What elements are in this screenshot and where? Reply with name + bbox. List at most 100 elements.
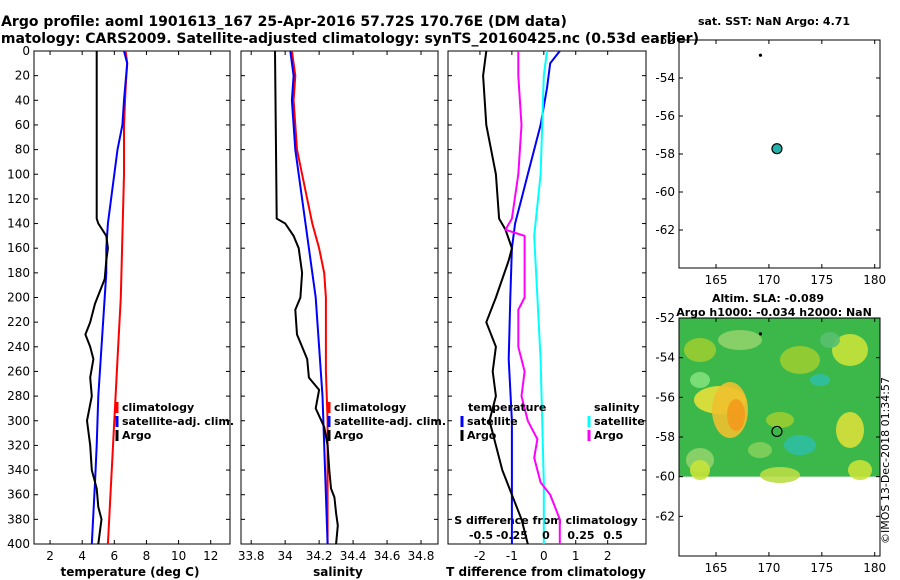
sla-field-patch [810,374,830,386]
map-y-tick-label: -54 [655,71,675,85]
y-tick-label: 0 [22,44,30,58]
map-x-tick-label: 175 [810,273,833,287]
map-float-dot [758,332,763,336]
legend-label: Argo [594,429,624,442]
sla-map-subtitle: Argo h1000: -0.034 h2000: NaN [676,306,872,319]
y-tick-label: 260 [7,364,30,378]
legend-temperature-title: temperature [468,401,546,414]
map-float-dot [758,53,763,57]
y-tick-label: 140 [7,217,30,231]
salinity-axes-frame [240,50,439,545]
argo-position-marker [771,143,783,155]
series-line-argo [274,50,339,545]
legend-label: Argo [334,429,364,442]
map-x-tick-label: 180 [863,273,886,287]
sla-field-patch [836,412,864,448]
s-difference-axis-label: S difference from climatology [454,514,638,527]
series-line-temperature-satellite [507,50,561,544]
y-tick-label: 60 [15,118,30,132]
salinity-panel: salinity 33.8 34 34.2 34.4 34.6 34.8 climatolo… [238,50,446,579]
s-diff-tick-label: 0.5 [603,529,623,542]
map-y-tick-label: -54 [655,351,675,365]
sla-field-patch [820,332,840,348]
x-tick-label: 8 [143,549,151,563]
x-tick-label: 34.8 [408,549,435,563]
x-tick-label: 2 [604,549,612,563]
temperature-panel: temperature (deg C) 2 4 6 8 10 12020406080100… [7,44,234,579]
y-tick-label: 180 [7,266,30,280]
map-y-tick-label: -52 [655,311,675,325]
x-tick-label: -2 [474,549,486,563]
temperature-axes-frame [33,50,231,545]
sla-field-patch [760,467,800,483]
sla-map-title: Altim. SLA: -0.089 [712,292,824,305]
map-y-tick-label: -52 [655,33,675,47]
s-diff-tick-label: -0.25 [496,529,528,542]
sla-field-patch [748,442,772,458]
s-diff-tick-label: 0 [542,529,550,542]
x-tick-label: 34.4 [340,549,367,563]
y-tick-label: 20 [15,69,30,83]
x-tick-label: 33.8 [238,549,265,563]
sla-field-patch [690,372,710,388]
y-tick-label: 120 [7,192,30,206]
map-x-tick-label: 180 [863,561,886,575]
map-y-tick-label: -56 [655,109,675,123]
map-y-tick-label: -58 [655,430,675,444]
x-tick-label: 34.6 [374,549,401,563]
series-line-salinity-satellite [533,50,548,544]
x-tick-label: 0 [540,549,548,563]
map-y-tick-label: -62 [655,223,675,237]
legend-label: satellite-adj. clim. [122,415,234,428]
legend-label: satellite [594,415,645,428]
map-x-tick-label: 175 [810,561,833,575]
difference-xlabel: T difference from climatology [446,565,646,579]
sla-field-patch [780,346,820,374]
map-x-tick-label: 170 [757,561,780,575]
difference-panel: T difference from climatology S differen… [446,50,647,579]
figure-title-line2: Climatology: CARS2009. Satellite-adjuste… [0,31,699,47]
legend-label: Argo [467,429,497,442]
series-line-salinity-argo [504,51,561,544]
sla-field-patch [832,334,868,366]
map-x-tick-label: 170 [757,273,780,287]
y-tick-label: 360 [7,488,30,502]
map-x-tick-label: 165 [705,561,728,575]
y-tick-label: 400 [7,537,30,551]
y-tick-label: 220 [7,315,30,329]
series-line-climatology [106,50,129,545]
argo-position-marker [771,425,783,438]
series-line-climatology [290,50,329,544]
x-tick-label: 34.2 [306,549,333,563]
x-tick-label: 12 [203,549,218,563]
legend-label: satellite [467,415,518,428]
y-tick-label: 40 [15,93,30,107]
x-tick-label: 6 [111,549,119,563]
map-y-tick-label: -56 [655,390,675,404]
temperature-xlabel: temperature (deg C) [61,565,200,579]
x-tick-label: 1 [572,549,580,563]
map-x-tick-label: 165 [705,273,728,287]
y-tick-label: 200 [7,291,30,305]
sla-field-patch [766,412,794,428]
y-tick-label: 300 [7,414,30,428]
x-tick-label: 34 [278,549,293,563]
y-tick-label: 380 [7,512,30,526]
legend-label: Argo [122,429,152,442]
s-diff-tick-label: -0.5 [469,529,493,542]
legend-label: satellite-adj. clim. [334,415,446,428]
sla-field-patch [784,435,816,455]
sst-map-title: sat. SST: NaN Argo: 4.71 [698,15,850,28]
series-line-temperature-argo [482,50,529,545]
map-y-tick-label: -60 [655,185,675,199]
sla-field-patch [848,460,872,480]
y-tick-label: 240 [7,340,30,354]
legend-label: climatology [122,401,194,414]
difference-axes-frame [447,50,647,545]
sla-field-patch [718,330,762,350]
x-tick-label: 4 [78,549,86,563]
map-y-tick-label: -62 [655,509,675,523]
sla-field-patch [684,338,716,362]
legend-label: climatology [334,401,406,414]
figure-title-line1: Argo profile: aoml 1901613_167 25-Apr-20… [1,14,567,30]
